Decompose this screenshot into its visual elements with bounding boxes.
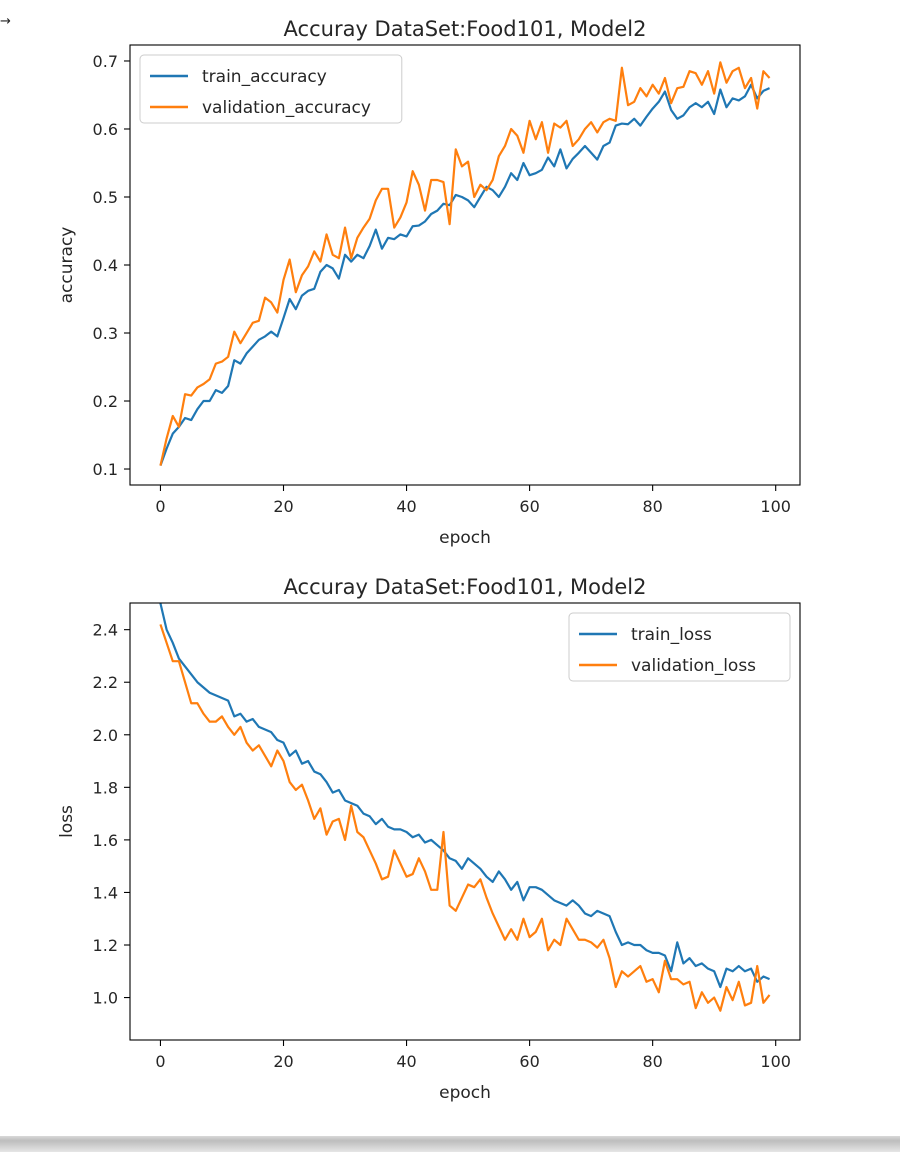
validation_accuracy-line <box>159 61 771 466</box>
loss-x-tick-label: 60 <box>519 1052 539 1071</box>
accuracy-y-tick-label: 0.2 <box>93 392 118 411</box>
accuracy-chart: Accuray DataSet:Food101, Model2 0 20 40 60 80… <box>57 17 801 548</box>
accuracy-y-tick-label: 0.1 <box>93 460 118 479</box>
accuracy-y-tick-label: 0.3 <box>93 324 118 343</box>
accuracy-legend: train_accuracy validation_accuracy <box>139 54 403 124</box>
loss-chart-title: Accuray DataSet:Food101, Model2 <box>284 575 647 599</box>
loss-legend-box <box>568 612 791 682</box>
train_loss-line <box>159 603 770 989</box>
loss-x-tick-label: 100 <box>760 1052 791 1071</box>
loss-x-tick-label: 20 <box>273 1052 293 1071</box>
loss-legend: train_loss validation_loss <box>568 612 791 682</box>
accuracy-x-tick-label: 80 <box>642 497 662 516</box>
accuracy-x-tick-label: 0 <box>155 497 165 516</box>
accuracy-x-tick-label: 20 <box>273 497 293 516</box>
loss-x-tick-label: 0 <box>155 1052 165 1071</box>
loss-y-tick-label: 1.0 <box>93 989 118 1008</box>
accuracy-y-tick-label: 0.4 <box>93 256 118 275</box>
accuracy-y-tick-label: 0.7 <box>93 52 118 71</box>
loss-y-axis-label: loss <box>57 805 77 838</box>
loss-y-tick-label: 1.8 <box>93 778 118 797</box>
loss-y-tick-label: 1.6 <box>93 831 118 850</box>
accuracy-y-tick-label: 0.5 <box>93 188 118 207</box>
accuracy-x-tick-label: 60 <box>519 497 539 516</box>
validation_loss-legend-label: validation_loss <box>631 656 756 676</box>
train_accuracy-line <box>159 83 770 466</box>
loss-y-tick-label: 2.2 <box>93 673 118 692</box>
validation_accuracy-legend-label: validation_accuracy <box>202 98 371 118</box>
validation_loss-line <box>159 624 771 1012</box>
loss-y-tick-label: 1.4 <box>93 883 118 902</box>
train_accuracy-legend-label: train_accuracy <box>202 67 327 87</box>
loss-y-tick-label: 2.4 <box>93 621 118 640</box>
loss-y-tick-label: 2.0 <box>93 726 118 745</box>
accuracy-x-tick-label: 40 <box>396 497 416 516</box>
loss-chart: Accuray DataSet:Food101, Model2 0 20 40 60 80… <box>57 575 801 1103</box>
loss-x-tick-label: 80 <box>642 1052 662 1071</box>
loss-x-tick-label: 40 <box>396 1052 416 1071</box>
loss-plot-frame <box>129 602 801 1041</box>
accuracy-x-axis-label: epoch <box>439 528 491 548</box>
output-arrow-icon: → <box>0 14 11 29</box>
loss-y-tick-label: 1.2 <box>93 936 118 955</box>
accuracy-chart-title: Accuray DataSet:Food101, Model2 <box>284 17 647 41</box>
train_loss-legend-label: train_loss <box>631 625 712 645</box>
output-bottom-border <box>0 1136 900 1152</box>
accuracy-y-tick-label: 0.6 <box>93 120 118 139</box>
accuracy-legend-box <box>139 54 403 124</box>
accuracy-y-axis-label: accuracy <box>57 227 77 304</box>
loss-x-axis-label: epoch <box>439 1083 491 1103</box>
accuracy-x-tick-label: 100 <box>760 497 791 516</box>
